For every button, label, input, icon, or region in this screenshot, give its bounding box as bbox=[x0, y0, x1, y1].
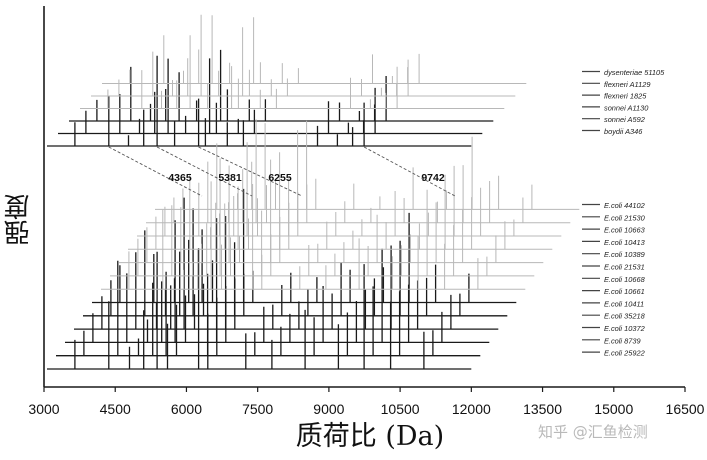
spectrum-trace bbox=[155, 120, 580, 210]
spectrum-trace bbox=[128, 152, 553, 250]
legend-label: flexneri 1825 bbox=[604, 92, 647, 101]
y-axis-title: 强度 bbox=[4, 194, 34, 246]
x-tick-label: 15000 bbox=[594, 401, 633, 417]
x-tick-label: 7500 bbox=[242, 401, 273, 417]
legend-label: flexneri A1129 bbox=[604, 80, 650, 89]
legend-label: E.coli 21531 bbox=[604, 263, 645, 272]
legend-label: E.coli 25922 bbox=[604, 349, 645, 358]
legend-label: sonnei A1130 bbox=[604, 103, 649, 112]
peak-guide-line bbox=[156, 146, 253, 197]
peak-guide-line bbox=[363, 146, 456, 197]
peak-guide-line bbox=[108, 146, 203, 197]
legend-label: dysenteriae 51105 bbox=[604, 68, 665, 77]
spectrum-trace bbox=[80, 35, 505, 109]
legend-label: E.coli 44102 bbox=[604, 201, 645, 210]
legend-label: E.coli 8739 bbox=[604, 336, 641, 345]
x-tick-label: 9000 bbox=[313, 401, 344, 417]
peak-label: 6255 bbox=[268, 172, 292, 184]
legend-label: E.coli 10372 bbox=[604, 324, 645, 333]
x-tick-label: 10500 bbox=[381, 401, 420, 417]
legend-label: E.coli 10663 bbox=[604, 226, 646, 235]
legend-label: E.coli 10411 bbox=[604, 299, 644, 308]
peak-label: 5381 bbox=[218, 172, 242, 184]
legend-label: E.coli 10389 bbox=[604, 250, 645, 259]
legend-label: boydii A346 bbox=[604, 127, 643, 136]
x-tick-label: 6000 bbox=[171, 401, 202, 417]
x-tick-label: 16500 bbox=[666, 401, 705, 417]
spectrum-trace bbox=[146, 119, 571, 224]
spectra-traces bbox=[47, 14, 580, 370]
x-tick-label: 3000 bbox=[28, 401, 59, 417]
legend-label: E.coli 21530 bbox=[604, 213, 646, 222]
legend-label: E.coli 35218 bbox=[604, 312, 646, 321]
legend-label: E.coli 10661 bbox=[604, 287, 645, 296]
legend-label: E.coli 10413 bbox=[604, 238, 646, 247]
x-axis-title: 质荷比 (Da) bbox=[295, 421, 445, 452]
x-tick-label: 13500 bbox=[523, 401, 562, 417]
legend-label: sonnei A592 bbox=[604, 115, 645, 124]
legend: dysenteriae 51105 flexneri A1129 flexneri … bbox=[582, 68, 665, 358]
x-tick-label: 12000 bbox=[452, 401, 491, 417]
x-tick-label: 4500 bbox=[100, 401, 131, 417]
spectrum-trace bbox=[102, 15, 527, 84]
x-axis-ticks: 3000 4500 6000 7500 9000 10500 12000 13500 15000… bbox=[28, 387, 705, 417]
peak-label: 4365 bbox=[168, 172, 192, 184]
peak-guide-line bbox=[198, 146, 303, 197]
spectrum-trace bbox=[137, 142, 562, 237]
spectrum-trace bbox=[69, 49, 494, 122]
peak-label: 9742 bbox=[421, 172, 445, 184]
watermark: 知乎 @汇鱼检测 bbox=[538, 423, 648, 441]
legend-label: E.coli 10668 bbox=[604, 275, 646, 284]
peak-markers: 4365 5381 6255 9742 bbox=[108, 146, 456, 197]
